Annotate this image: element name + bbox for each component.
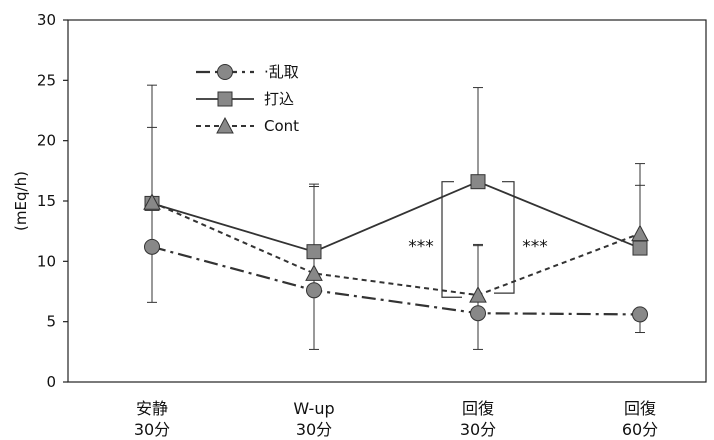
y-tick-label: 0 <box>46 373 56 391</box>
x-tick-label: 回復 <box>624 399 656 418</box>
x-tick-label: W-up <box>293 399 334 418</box>
significance-label: *** <box>408 237 434 257</box>
y-tick-label: 20 <box>37 132 56 150</box>
y-tick-label: 10 <box>37 252 56 270</box>
series-line-1 <box>151 180 641 253</box>
y-tick-label: 30 <box>37 11 56 29</box>
significance-bracket <box>441 181 462 298</box>
annotations: *** *** <box>408 181 548 298</box>
data-point <box>144 238 160 255</box>
data-point <box>470 174 486 190</box>
data-point <box>470 305 486 322</box>
data-point <box>143 193 161 210</box>
legend-marker <box>217 91 233 107</box>
x-tick-label-sub: 30分 <box>134 420 170 439</box>
y-tick-label: 15 <box>37 192 56 210</box>
x-tick-label-sub: 30分 <box>460 420 496 439</box>
legend-label: Cont <box>264 117 299 135</box>
y-axis-label: (mEq/h) <box>12 171 30 231</box>
x-tick-label-sub: 60分 <box>622 420 658 439</box>
data-point <box>306 282 322 299</box>
y-tick-label: 25 <box>37 71 56 89</box>
x-tick-label-sub: 30分 <box>296 420 332 439</box>
x-tick-label: 安静 <box>136 399 168 418</box>
series-markers <box>143 174 649 323</box>
data-point <box>632 306 648 323</box>
y-tick-label: 5 <box>46 313 56 331</box>
axes: 0 5 10 15 20 25 30 (mEq/h) 安静 30分 W-up 30分 回復 30分 回復 60… <box>12 11 707 439</box>
data-point <box>632 240 648 256</box>
significance-label: *** <box>522 237 548 257</box>
data-point <box>306 244 322 260</box>
series-lines <box>151 180 641 316</box>
legend-marker <box>216 116 234 134</box>
data-point <box>631 224 649 242</box>
data-point <box>469 286 487 303</box>
plot-frame <box>67 19 707 383</box>
data-point <box>305 264 323 281</box>
legend-label: 打込 <box>264 90 294 108</box>
significance-bracket <box>494 181 515 294</box>
x-tick-label: 回復 <box>462 399 494 418</box>
series-line-0 <box>151 245 641 316</box>
legend-marker <box>217 64 233 80</box>
legend-label: ·乱取 <box>264 63 299 81</box>
